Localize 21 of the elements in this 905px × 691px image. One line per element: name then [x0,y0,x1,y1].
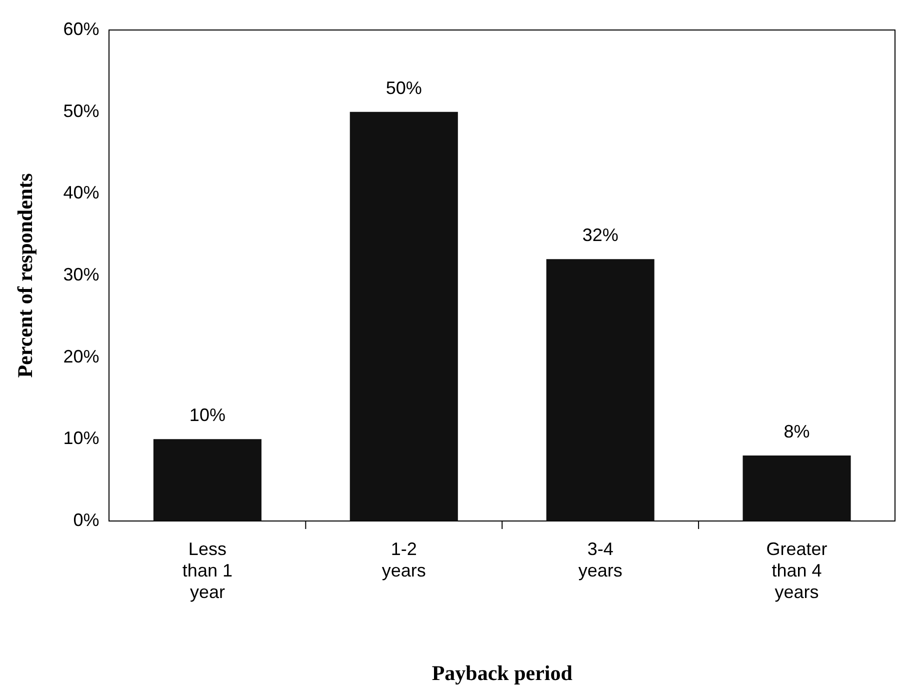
data-label: 8% [784,422,810,442]
bar [350,112,458,521]
x-tick-label: 1-2 years [382,538,426,580]
x-tick-label: Greater than 4 years [766,538,828,602]
data-label: 32% [582,225,618,246]
y-tick-label: 30% [63,264,100,284]
y-tick-label: 10% [63,428,100,448]
bar [742,456,851,521]
bar [546,259,654,521]
y-tick-label: 50% [63,100,100,121]
bar [153,439,262,521]
y-axis-title: Percent of respondents [13,173,38,378]
x-tick-label: 3-4 years [578,538,622,580]
y-tick-label: 40% [63,182,100,203]
x-axis-title: Payback period [432,660,573,685]
y-tick-label: 20% [63,346,100,366]
data-label: 10% [189,405,226,426]
data-label: 50% [386,78,422,98]
y-tick-label: 0% [73,510,100,530]
x-tick-label: Less than 1 year [182,538,232,602]
y-tick-label: 60% [63,18,100,39]
